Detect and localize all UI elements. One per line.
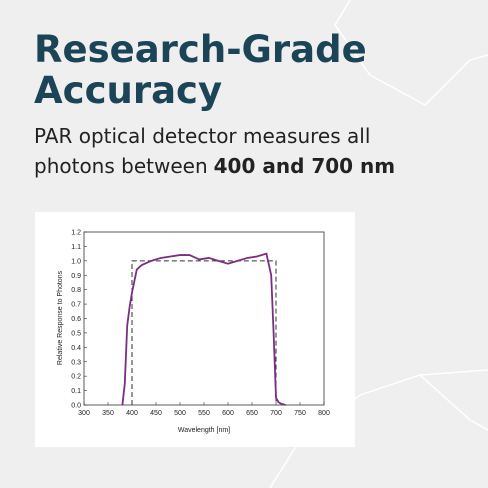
x-tick-label: 400 — [126, 410, 138, 417]
y-tick-label: 0.9 — [71, 273, 81, 280]
y-tick-label: 0.5 — [71, 330, 81, 337]
y-tick-label: 0.2 — [71, 374, 81, 381]
subtitle: PAR optical detector measures all — [34, 124, 370, 148]
series-line — [121, 252, 286, 406]
chart-panel — [35, 212, 355, 447]
subtitle: photons between 400 and 700 nm — [34, 154, 395, 178]
x-tick-label: 500 — [174, 410, 186, 417]
chart: Wavelength [nm] Relative Response to Pho… — [57, 230, 330, 435]
y-tick-label: 0.0 — [71, 403, 81, 410]
y-tick-label: 0.1 — [71, 388, 81, 395]
y-tick-label: 1.0 — [71, 258, 81, 265]
subtitle-bold: 400 and 700 nm — [214, 154, 396, 178]
x-axis-label: Wavelength [nm] — [178, 427, 230, 434]
x-tick-label: 350 — [102, 410, 114, 417]
x-tick-label: 800 — [318, 410, 330, 417]
title-line: Accuracy — [34, 69, 222, 112]
decor — [269, 0, 488, 488]
x-tick-label: 750 — [294, 410, 306, 417]
subtitle-text: photons between — [34, 154, 208, 178]
y-tick-label: 0.7 — [71, 302, 81, 309]
title-line: Research-Grade — [34, 28, 367, 71]
y-tick-label: 0.6 — [71, 316, 81, 323]
y-tick-label: 0.4 — [71, 345, 81, 352]
x-tick-label: 650 — [246, 410, 258, 417]
x-tick-label: 550 — [198, 410, 210, 417]
y-axis-label: Relative Response to Photons — [57, 270, 64, 365]
series-line — [131, 260, 277, 405]
y-tick-label: 1.1 — [71, 244, 81, 251]
x-tick-label: 700 — [270, 410, 282, 417]
y-tick-label: 1.2 — [71, 230, 81, 237]
y-tick-label: 0.8 — [71, 287, 81, 294]
y-tick-label: 0.3 — [71, 359, 81, 366]
x-tick-label: 300 — [78, 410, 90, 417]
x-tick-label: 600 — [222, 410, 234, 417]
x-tick-label: 450 — [150, 410, 162, 417]
